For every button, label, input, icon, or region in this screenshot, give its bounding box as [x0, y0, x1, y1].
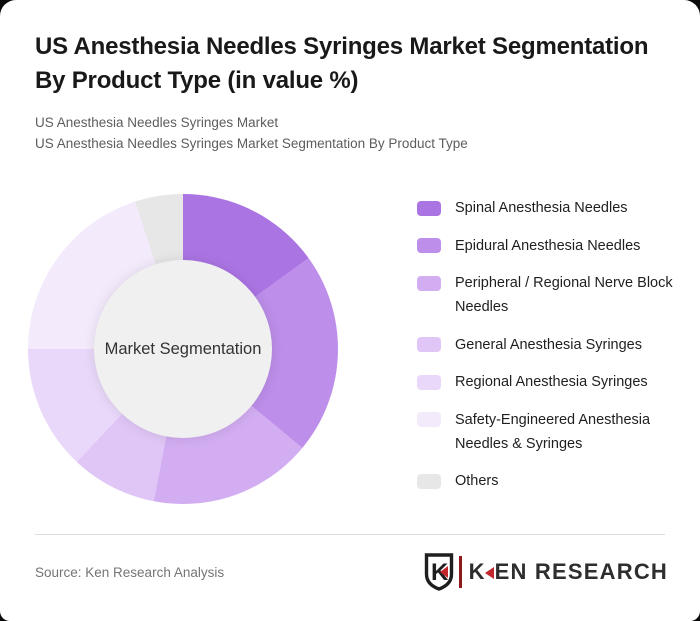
source-text: Source: Ken Research Analysis — [35, 565, 225, 580]
logo-shield-icon: K — [424, 553, 453, 591]
subtitle-block: US Anesthesia Needles Syringes Market US… — [35, 112, 675, 154]
page-title-line-2: By Product Type (in value %) — [35, 67, 359, 94]
page-title-line-1: US Anesthesia Needles Syringes Market Se… — [35, 33, 649, 60]
legend-item: Regional Anesthesia Syringes — [417, 370, 679, 394]
legend-item-label: Peripheral / Regional Nerve Block Needle… — [455, 275, 673, 315]
logo-shield-letter: K — [431, 559, 449, 586]
legend-swatch-icon — [417, 374, 441, 390]
chart-legend: Spinal Anesthesia Needles Epidural Anest… — [417, 196, 679, 507]
logo-wordmark-k: K — [468, 559, 486, 584]
logo-wordmark-rest: EN RESEARCH — [494, 559, 668, 584]
legend-item: Epidural Anesthesia Needles — [417, 234, 679, 258]
legend-swatch-icon — [417, 412, 441, 427]
legend-swatch-icon — [417, 238, 441, 253]
legend-item: Safety-Engineered Anesthesia Needles & S… — [417, 408, 679, 456]
legend-item-label: General Anesthesia Syringes — [455, 336, 642, 353]
legend-swatch-icon — [417, 473, 441, 489]
legend-item-label: Regional Anesthesia Syringes — [455, 374, 648, 390]
legend-item-label: Epidural Anesthesia Needles — [455, 237, 641, 254]
legend-item: Others — [417, 469, 679, 493]
ken-research-logo: K K EN RESEARCH — [424, 553, 668, 591]
subtitle-line-2: US Anesthesia Needles Syringes Market Se… — [35, 136, 468, 151]
logo-triangle-icon — [484, 567, 494, 579]
legend-item: Spinal Anesthesia Needles — [417, 196, 679, 220]
footer-divider — [35, 534, 665, 535]
page-title: US Anesthesia Needles Syringes Market Se… — [35, 30, 675, 98]
logo-shield-triangle-icon — [439, 566, 448, 578]
legend-swatch-icon — [417, 337, 441, 352]
logo-divider-bar — [458, 556, 462, 588]
legend-item: Peripheral / Regional Nerve Block Needle… — [417, 271, 679, 319]
donut-chart: Market Segmentation — [28, 194, 338, 504]
donut-center-label: Market Segmentation — [104, 339, 262, 358]
legend-item-label: Others — [455, 473, 499, 489]
legend-item-label: Safety-Engineered Anesthesia Needles & S… — [455, 411, 651, 452]
subtitle-line-1: US Anesthesia Needles Syringes Market — [35, 115, 279, 130]
logo-wordmark: K EN RESEARCH — [469, 559, 668, 585]
legend-swatch-icon — [417, 200, 441, 216]
donut-center: Market Segmentation — [94, 260, 272, 438]
legend-item: General Anesthesia Syringes — [417, 333, 679, 357]
legend-swatch-icon — [417, 275, 441, 291]
legend-item-label: Spinal Anesthesia Needles — [455, 200, 628, 216]
